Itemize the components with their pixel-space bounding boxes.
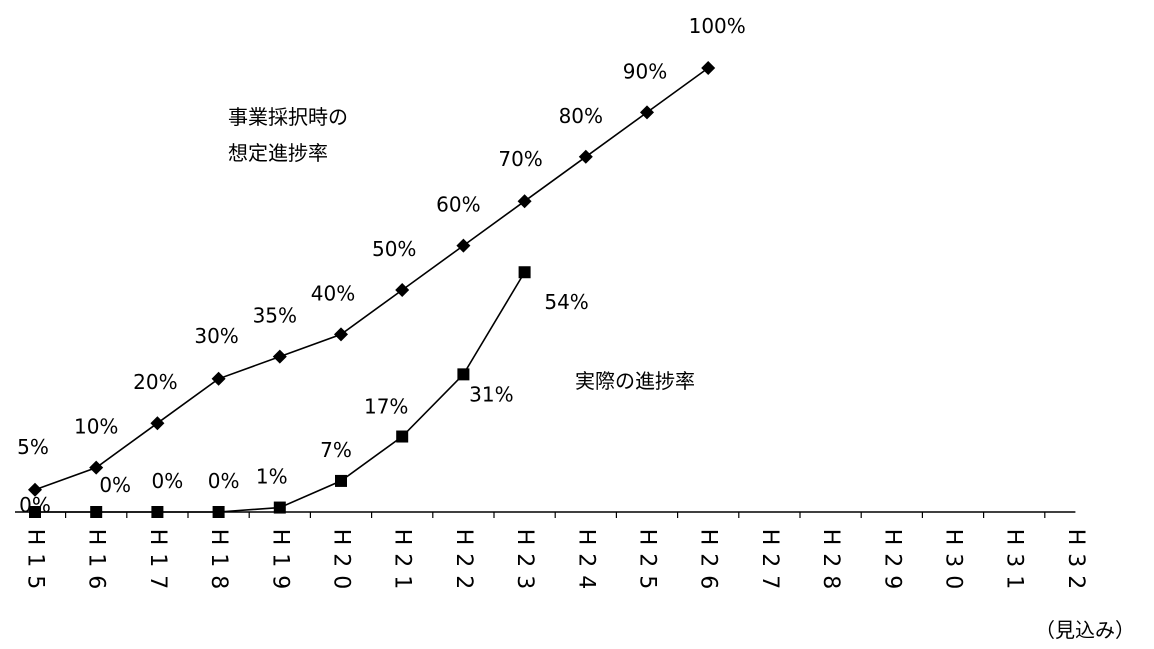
planned-point [272,349,287,364]
planned-point [334,327,348,342]
x-tick-label: H29 [879,529,904,598]
planned-point [89,460,104,475]
x-tick-label: H28 [818,529,843,598]
x-tick-label: H19 [267,529,292,598]
planned-value-label: 80% [559,104,603,128]
x-tick-label: H20 [329,529,354,598]
planned-value-label: 70% [498,147,542,171]
label-layer: 5% 10% 20% 30% 35% 40% 50% 60% 70% 80% 90% 100% 0% 0%… [17,14,746,517]
planned-point [150,416,165,431]
planned-value-label: 35% [253,304,297,328]
x-tick-label: H22 [451,529,476,598]
x-tick-label: H27 [757,529,782,598]
actual-point [396,430,409,443]
planned-value-label: 100% [689,14,746,38]
x-tick-label: H18 [206,529,231,598]
actual-point [29,506,41,518]
actual-value-label: 54% [544,290,588,314]
x-tick-label: H24 [573,529,598,598]
planned-value-label: 20% [133,370,177,394]
actual-point [212,506,225,518]
planned-point [395,283,410,297]
x-tick-label: H23 [512,529,537,598]
x-axis-note: （見込み） [1035,618,1135,642]
x-tick-label: H26 [696,529,721,598]
series-layer [28,61,716,518]
planned-point [456,238,471,253]
planned-point [578,149,593,164]
planned-point [701,61,716,75]
actual-point [335,474,347,487]
x-tick-label: H31 [1002,529,1027,598]
actual-point [518,266,531,279]
planned-point [28,482,42,497]
planned-value-label: 30% [194,324,238,348]
planned-series-annotation-line1: 事業採択時の [228,105,348,129]
series-line-planned [34,67,709,491]
actual-point [457,368,470,381]
planned-value-label: 40% [311,281,355,305]
actual-point [90,506,103,518]
actual-value-label: 17% [364,395,408,419]
x-tick-label: H32 [1063,529,1088,598]
x-tick-label: H30 [941,529,966,598]
planned-value-label: 60% [436,193,480,217]
planned-value-label: 10% [74,415,118,439]
actual-value-label: 31% [469,382,513,406]
x-tick-label: H16 [84,529,109,598]
planned-value-label: 5% [17,435,49,459]
planned-series-annotation-line2: 想定進捗率 [228,141,328,165]
planned-point [517,194,532,209]
actual-series-annotation: 実際の進捗率 [575,369,695,393]
x-tick-label: H21 [390,529,415,598]
planned-point [211,371,226,386]
actual-value-label: 0% [152,469,184,493]
actual-point [273,501,286,514]
actual-point [151,506,164,518]
actual-value-label: 0% [19,493,51,517]
planned-value-label: 90% [623,59,667,83]
x-tick-label: H17 [145,529,170,598]
x-tick-label: H25 [635,529,660,598]
actual-value-label: 7% [320,438,352,462]
planned-point [640,105,654,120]
planned-value-label: 50% [372,237,416,261]
actual-value-label: 0% [99,473,131,497]
actual-value-label: 1% [256,465,288,489]
x-axis: H15 H16 H17 H18 H19 H20 H21 H22 H23 H24 H25 H26 H27 H… [15,511,1088,598]
x-tick-label: H15 [23,529,48,598]
actual-value-label: 0% [208,469,240,493]
